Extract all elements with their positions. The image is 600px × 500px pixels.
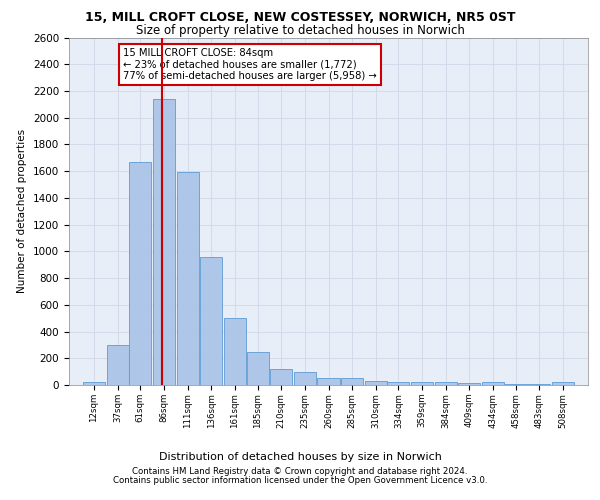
Bar bbox=[411, 382, 433, 385]
Bar bbox=[435, 382, 457, 385]
Y-axis label: Number of detached properties: Number of detached properties bbox=[17, 129, 28, 294]
Bar bbox=[200, 256, 222, 385]
Bar bbox=[176, 172, 199, 385]
Bar bbox=[529, 384, 550, 385]
Text: 15 MILL CROFT CLOSE: 84sqm
← 23% of detached houses are smaller (1,772)
77% of s: 15 MILL CROFT CLOSE: 84sqm ← 23% of deta… bbox=[124, 48, 377, 81]
Bar bbox=[270, 369, 292, 385]
Bar bbox=[458, 383, 481, 385]
Bar bbox=[107, 345, 128, 385]
Bar bbox=[224, 318, 246, 385]
Bar bbox=[552, 382, 574, 385]
Bar bbox=[388, 382, 409, 385]
Text: Contains public sector information licensed under the Open Government Licence v3: Contains public sector information licen… bbox=[113, 476, 487, 485]
Text: Distribution of detached houses by size in Norwich: Distribution of detached houses by size … bbox=[158, 452, 442, 462]
Text: Size of property relative to detached houses in Norwich: Size of property relative to detached ho… bbox=[136, 24, 464, 37]
Text: Contains HM Land Registry data © Crown copyright and database right 2024.: Contains HM Land Registry data © Crown c… bbox=[132, 467, 468, 476]
Bar bbox=[482, 382, 504, 385]
Bar bbox=[365, 381, 387, 385]
Text: 15, MILL CROFT CLOSE, NEW COSTESSEY, NORWICH, NR5 0ST: 15, MILL CROFT CLOSE, NEW COSTESSEY, NOR… bbox=[85, 11, 515, 24]
Bar bbox=[129, 162, 151, 385]
Bar bbox=[317, 378, 340, 385]
Bar bbox=[505, 384, 527, 385]
Bar bbox=[294, 372, 316, 385]
Bar bbox=[341, 378, 363, 385]
Bar bbox=[247, 352, 269, 385]
Bar bbox=[153, 99, 175, 385]
Bar bbox=[83, 382, 105, 385]
